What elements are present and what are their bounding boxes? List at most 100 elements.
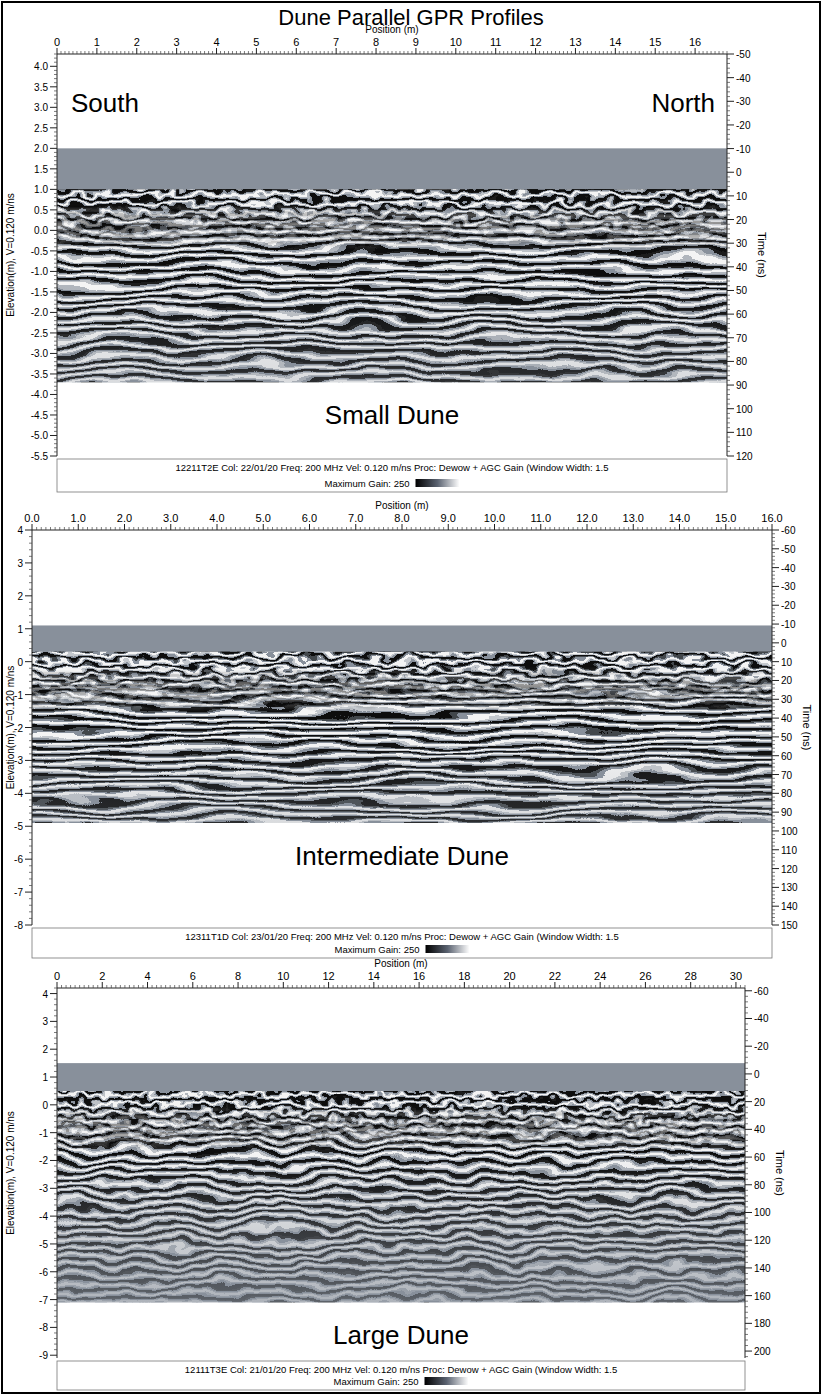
x-minor-tick [541,985,542,988]
x-minor-tick [713,985,714,988]
x-minor-tick [212,51,213,54]
y2-minor-tick [772,616,775,617]
x-tick-label: 8 [235,970,241,982]
y2-minor-tick [772,665,775,666]
x-tick-label: 2 [134,36,140,48]
y2-tick-label: -20 [736,120,751,131]
x-tick [735,982,736,988]
y-tick-label: 1.0 [34,184,48,195]
y2-tick [727,101,734,102]
x-minor-tick [369,527,370,530]
y-tick-label: -7 [14,887,23,898]
y2-minor-tick [727,403,730,404]
y2-minor-tick [772,800,775,801]
y2-tick-label: 40 [736,262,748,273]
x-minor-tick [627,51,628,54]
y-tick [25,826,32,827]
y2-minor-tick [745,1123,748,1124]
y2-tick [727,408,734,409]
y-tick-label: 4 [17,525,23,536]
y-minor-tick [29,707,32,708]
x-minor-tick [582,527,583,530]
y2-minor-tick [745,1345,748,1346]
y2-minor-tick [727,276,730,277]
y-minor-tick [54,226,57,227]
x-minor-tick [462,527,463,530]
y-tick [50,1021,57,1022]
y2-tick-label: 20 [781,675,793,686]
y2-minor-tick [727,153,730,154]
y-minor-tick [29,648,32,649]
x-minor-tick [744,527,745,530]
x-minor-tick [622,985,623,988]
y2-minor-tick [772,785,775,786]
x-tick-label: 14.0 [669,512,690,524]
x-minor-tick [683,51,684,54]
y-minor-tick [29,576,32,577]
x-minor-tick [667,51,668,54]
y2-tick [727,385,734,386]
y2-minor-tick [727,281,730,282]
y-minor-tick [54,222,57,223]
y2-minor-tick [727,427,730,428]
y2-tick [772,906,779,907]
y2-minor-tick [745,1145,748,1146]
x-tick [57,48,58,54]
y2-tick [772,755,779,756]
x-minor-tick [726,985,727,988]
x-minor-tick [312,51,313,54]
y-minor-tick [54,1349,57,1350]
x-minor-tick [515,51,516,54]
x-minor-tick [82,527,83,530]
y2-tick [772,793,779,794]
x-minor-tick [482,985,483,988]
x-minor-tick [519,51,520,54]
y-tick [50,107,57,108]
x-tick [615,48,616,54]
x-tick [455,48,456,54]
x-minor-tick [337,985,338,988]
y2-tick-label: 140 [754,1263,771,1274]
x-minor-tick [260,51,261,54]
x-tick [336,48,337,54]
y-minor-tick [54,283,57,284]
footer-box [57,459,727,492]
x-minor-tick [428,985,429,988]
x-minor-tick [369,985,370,988]
x-minor-tick [196,51,197,54]
y-tick [50,1216,57,1217]
x-minor-tick [232,51,233,54]
x-minor-tick [647,51,648,54]
y2-minor-tick [745,1068,748,1069]
x-minor-tick [378,527,379,530]
y-minor-tick [54,1305,57,1306]
y2-minor-tick [727,247,730,248]
x-minor-tick [156,51,157,54]
x-minor-tick [468,985,469,988]
y2-tick [727,290,734,291]
x-minor-tick [577,527,578,530]
x-minor-tick [419,51,420,54]
y-minor-tick [54,193,57,194]
y-minor-tick [54,62,57,63]
x-minor-tick [547,51,548,54]
y2-minor-tick [772,639,775,640]
y2-tick [772,830,779,831]
x-minor-tick [188,985,189,988]
y2-minor-tick [727,399,730,400]
y-minor-tick [29,569,32,570]
y2-minor-tick [772,560,775,561]
y2-tick [727,77,734,78]
x-minor-tick [405,985,406,988]
x-minor-tick [686,985,687,988]
x-minor-tick [333,985,334,988]
y2-tick [772,699,779,700]
y-minor-tick [54,82,57,83]
y2-minor-tick [772,721,775,722]
x-tick [679,524,680,530]
x-tick-label: 4 [213,36,219,48]
y2-minor-tick [727,422,730,423]
x-tick [645,982,646,988]
x-minor-tick [175,527,176,530]
y2-minor-tick [727,158,730,159]
